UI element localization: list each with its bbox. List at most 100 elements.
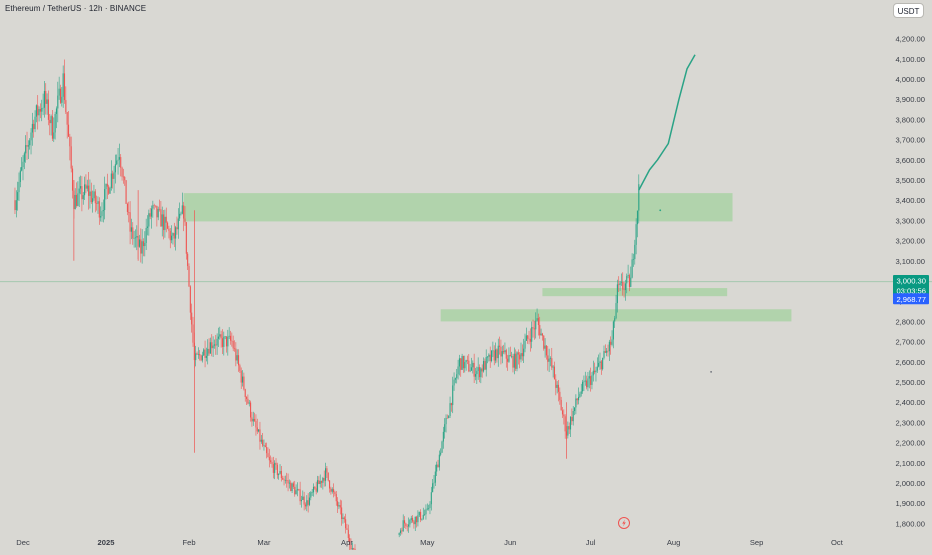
candle-251 bbox=[349, 534, 351, 552]
candle-body bbox=[300, 499, 303, 502]
candle-body bbox=[240, 370, 242, 383]
candle-body bbox=[339, 505, 341, 508]
candle-body bbox=[256, 427, 258, 432]
candle-body bbox=[259, 429, 261, 442]
candle-151 bbox=[215, 334, 217, 355]
candle-171 bbox=[241, 370, 244, 387]
candle-338 bbox=[465, 359, 467, 371]
candle-body bbox=[23, 153, 25, 162]
candle-body bbox=[481, 368, 483, 372]
candle-body bbox=[466, 360, 469, 361]
candle-169 bbox=[239, 363, 241, 373]
candle-342 bbox=[470, 357, 473, 371]
candle-138 bbox=[197, 347, 199, 359]
candle-body bbox=[306, 500, 308, 507]
candle-body bbox=[584, 380, 586, 382]
candle-414 bbox=[567, 421, 569, 439]
candle-312 bbox=[430, 486, 432, 511]
candle-body bbox=[516, 352, 518, 369]
candle-body bbox=[181, 205, 183, 214]
candle-body bbox=[130, 227, 132, 232]
candle-body bbox=[486, 356, 489, 358]
candle-body bbox=[624, 283, 626, 291]
candle-body bbox=[153, 205, 155, 206]
candle-body bbox=[165, 216, 167, 223]
candle-body bbox=[266, 447, 268, 454]
candle-body bbox=[221, 338, 224, 347]
candle-175 bbox=[247, 394, 249, 405]
candle-317 bbox=[437, 459, 439, 468]
candle-body bbox=[438, 454, 440, 468]
candle-242 bbox=[337, 497, 339, 514]
candle-body bbox=[287, 480, 289, 484]
candle-340 bbox=[468, 353, 470, 373]
candle-48 bbox=[77, 181, 79, 207]
candlestick-series bbox=[14, 59, 640, 555]
currency-button[interactable]: USDT bbox=[893, 3, 924, 18]
candle-body bbox=[149, 213, 151, 217]
lightning-icon-ring bbox=[618, 517, 630, 529]
candle-192 bbox=[270, 455, 272, 464]
candle-297 bbox=[410, 515, 412, 524]
candle-body bbox=[433, 482, 435, 484]
candle-459 bbox=[627, 264, 629, 279]
candle-422 bbox=[578, 387, 580, 405]
candle-body bbox=[92, 198, 94, 203]
candle-body bbox=[25, 145, 27, 154]
candle-body bbox=[219, 334, 221, 337]
candle-body bbox=[511, 356, 513, 357]
candle-370 bbox=[508, 347, 510, 363]
candle-body bbox=[350, 544, 352, 550]
candle-156 bbox=[221, 329, 224, 355]
candle-body bbox=[620, 281, 622, 283]
candle-339 bbox=[466, 355, 469, 365]
candle-200 bbox=[280, 466, 282, 482]
candle-body bbox=[559, 391, 561, 400]
candle-397 bbox=[544, 338, 546, 358]
candle-body bbox=[84, 184, 86, 196]
candle-body bbox=[35, 105, 37, 117]
candle-299 bbox=[413, 519, 415, 529]
time-tick-label: Dec bbox=[16, 538, 30, 547]
candle-385 bbox=[528, 330, 530, 345]
candle-94 bbox=[138, 234, 141, 248]
candle-149 bbox=[212, 336, 214, 357]
candle-body bbox=[94, 191, 96, 204]
candle-84 bbox=[125, 180, 127, 204]
candle-436 bbox=[596, 357, 598, 373]
candle-411 bbox=[563, 409, 565, 425]
candle-body bbox=[85, 184, 87, 189]
candle-456 bbox=[623, 281, 625, 298]
candle-313 bbox=[432, 479, 434, 493]
candle-141 bbox=[201, 351, 203, 363]
candle-58 bbox=[90, 182, 92, 204]
candle-body bbox=[569, 416, 572, 430]
candle-85 bbox=[126, 202, 128, 216]
time-tick-label: Jun bbox=[504, 538, 516, 547]
candle-54 bbox=[85, 174, 87, 194]
candle-111 bbox=[161, 206, 163, 237]
candle-body bbox=[69, 136, 71, 147]
candle-239 bbox=[333, 483, 335, 498]
candle-body bbox=[444, 424, 446, 432]
candle-328 bbox=[452, 376, 454, 414]
candle-body bbox=[582, 381, 584, 392]
candle-body bbox=[560, 399, 562, 411]
candle-83 bbox=[124, 175, 126, 186]
candle-40 bbox=[66, 112, 68, 139]
candle-body bbox=[337, 501, 339, 507]
candle-body bbox=[329, 480, 331, 489]
candle-90 bbox=[133, 230, 135, 248]
price-tick-label: 4,000.00 bbox=[895, 75, 925, 84]
candle-body bbox=[442, 431, 444, 442]
candle-365 bbox=[501, 345, 503, 364]
price-tick-label: 2,400.00 bbox=[895, 398, 925, 407]
candle-body bbox=[519, 354, 521, 360]
candle-127 bbox=[183, 201, 185, 232]
candle-215 bbox=[300, 495, 303, 508]
time-axis: Dec 2025 Feb Mar Apr May Jun Jul Aug Sep Oct bbox=[16, 538, 843, 547]
candle-347 bbox=[477, 357, 479, 380]
candle-body bbox=[117, 159, 119, 161]
